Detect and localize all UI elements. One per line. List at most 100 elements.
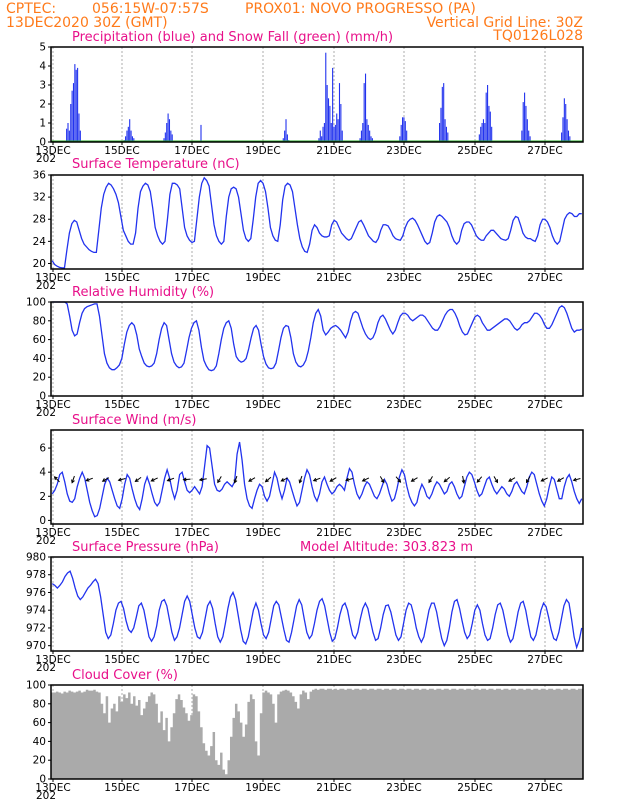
cloud-year-label: 202 [36,790,56,800]
wind-vector-arrow [198,477,207,482]
wind-vector-shaft [86,477,93,482]
wind-title: Surface Wind (m/s) [72,413,196,428]
wind-vector-shaft [299,475,303,483]
wind-ytick-label: 0 [39,515,46,527]
precip-bar [487,85,489,142]
precip-xtick-label: 23DEC [386,145,421,157]
wind-vector-shaft [362,477,370,482]
wind-vector-shaft [234,475,238,483]
precip-bar [70,104,72,142]
wind-vector-arrow [248,477,256,482]
wind-vector-head [494,479,499,484]
rh-xtick-label: 15DEC [104,399,139,411]
wind-vector-head [182,477,187,482]
precip-bar [565,104,567,142]
precip-bar [318,138,320,142]
precip-bar [563,98,565,142]
precip-xtick-label: 17DEC [174,145,209,157]
wind-vector-arrow [53,476,60,483]
wind-vector-head [134,478,139,482]
wind-vector-arrow [443,476,451,483]
precip-bar [445,126,447,142]
wind-vector-shaft [199,478,207,481]
pressure-series-line [51,570,583,650]
cloud-title: Cloud Cover (%) [72,668,178,683]
precip-bar [133,138,135,142]
wind-vector-shaft [281,477,288,482]
precip-bar [286,134,288,142]
wind-vector-arrow [217,476,222,484]
wind-xtick-label: 23DEC [386,527,421,539]
precip-bar [521,130,523,142]
pressure-title: Surface Pressure (hPa) [72,540,219,555]
wind-year-label: 202 [36,535,56,547]
precip-bar [164,132,166,142]
precip-bar [282,138,284,142]
temp-ytick-label: 36 [33,170,47,182]
precip-bar [491,126,493,142]
rh-series-line [52,301,582,372]
pressure-xtick-label: 25DEC [457,654,492,666]
precip-bar [525,105,527,142]
wind-vector-arrow [298,475,303,484]
precip-bar [370,136,372,142]
precip-bar [485,92,487,142]
precip-bar [440,107,442,142]
precip-bar [441,86,443,142]
wind-vector-shaft [217,476,222,483]
wind-vector-arrow [361,477,370,482]
wind-vector-arrow [166,477,175,482]
rh-xtick-label: 25DEC [457,399,492,411]
rh-ytick-label: 80 [33,315,46,327]
wind-vector-shaft [151,477,158,482]
precip-bar [168,119,171,142]
model-altitude: Model Altitude: 303.823 m [300,540,473,555]
wind-vector-head [150,478,155,482]
precip-bar [337,119,339,142]
precip-xtick-label: 15DEC [104,145,139,157]
pressure-xtick-label: 21DEC [316,654,351,666]
temp-ytick-label: 24 [33,236,47,248]
precip-year-label: 202 [36,153,56,165]
precip-bar [68,130,70,142]
wind-vector-head [198,477,203,482]
wind-vector-arrow [508,477,516,482]
precip-bar [402,117,404,142]
precip-bar [480,126,482,142]
precip-bar [170,130,172,142]
wind-xtick-label: 15DEC [104,527,139,539]
precip-bar [478,134,480,142]
precip-bar [447,132,449,142]
precip-bar [330,123,332,142]
precip-xtick-label: 19DEC [245,145,280,157]
precip-bar [332,67,334,142]
pressure-frame [50,556,584,652]
wind-vector-shaft [248,477,256,482]
wind-vector-head [540,478,545,482]
wind-vector-head [280,478,285,482]
precip-bar [325,52,327,143]
wind-xtick-label: 25DEC [457,527,492,539]
precip-bar [200,124,202,142]
wind-ytick-label: 4 [39,467,46,479]
rh-ytick-label: 60 [33,334,46,346]
precip-ytick-label: 1 [39,118,46,130]
precip-bar [484,123,486,142]
precip-bar [367,124,369,142]
wind-vector-arrow [329,477,337,482]
precip-bar [171,134,173,142]
precip-bar [163,138,165,142]
precip-bar [338,83,341,142]
cloud-frame [50,684,584,780]
precip-bar [399,136,401,142]
pressure-xtick-label: 27DEC [527,654,562,666]
precip-bar [71,90,73,142]
rh-title: Relative Humidity (%) [72,285,214,300]
wind-vector-arrow [312,477,321,482]
wind-vector-head [428,479,432,484]
wind-vector-arrow [556,477,565,482]
cloud-cover-area [51,688,583,779]
pressure-ytick-label: 980 [26,552,46,564]
rh-xtick-label: 17DEC [174,399,209,411]
precip-ytick-label: 5 [39,42,46,54]
